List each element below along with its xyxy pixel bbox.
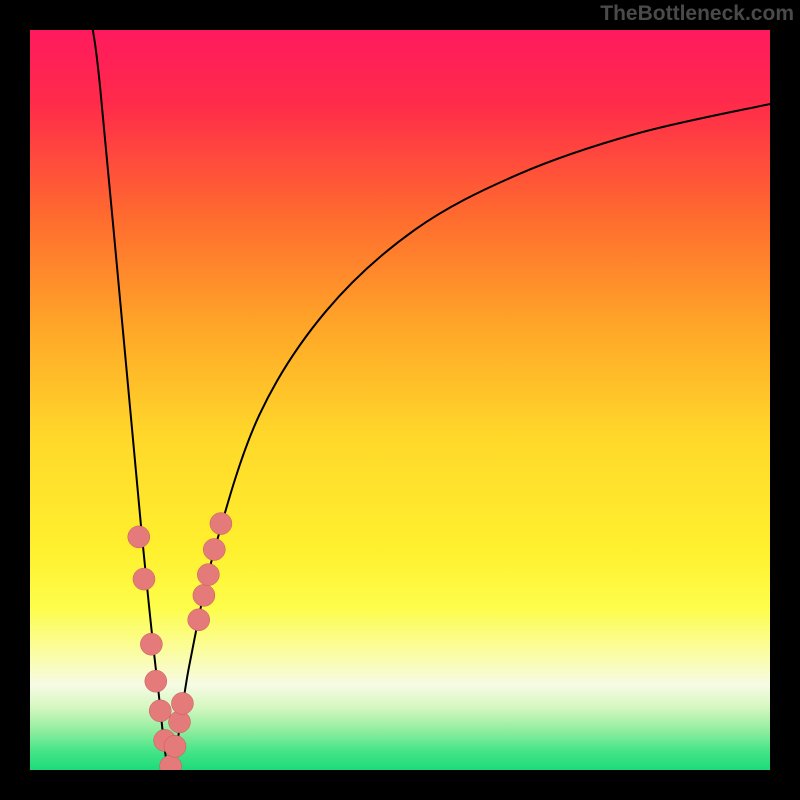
data-marker xyxy=(145,670,167,692)
data-marker xyxy=(128,526,150,548)
chart-container: TheBottleneck.com xyxy=(0,0,800,800)
data-marker xyxy=(164,735,186,757)
data-marker xyxy=(133,568,155,590)
chart-svg xyxy=(30,30,770,770)
gradient-background xyxy=(30,30,770,770)
data-marker xyxy=(203,538,225,560)
data-marker xyxy=(149,700,171,722)
data-marker xyxy=(193,584,215,606)
data-marker xyxy=(140,633,162,655)
watermark-text: TheBottleneck.com xyxy=(600,2,794,26)
plot-area xyxy=(30,30,770,770)
data-marker xyxy=(171,692,193,714)
data-marker xyxy=(197,564,219,586)
data-marker xyxy=(188,609,210,631)
data-marker xyxy=(210,513,232,535)
